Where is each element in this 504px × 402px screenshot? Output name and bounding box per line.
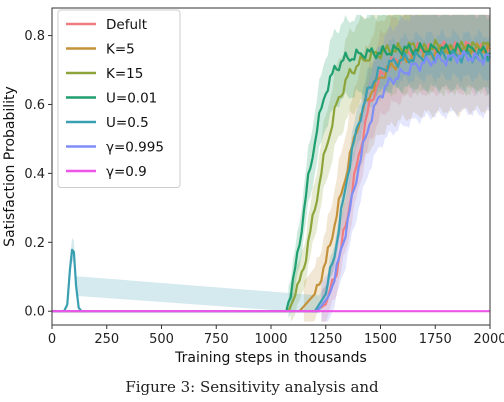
y-axis-label: Satisfaction Probability xyxy=(2,86,18,247)
band-k-5 xyxy=(303,14,490,322)
band--0-995 xyxy=(321,14,490,322)
x-tick-label: 1750 xyxy=(419,332,452,347)
series-lines xyxy=(52,38,492,313)
x-tick-label: 1250 xyxy=(309,332,342,347)
x-tick-label: 250 xyxy=(94,332,119,347)
y-tick-label: 0.6 xyxy=(24,98,45,113)
x-tick-label: 1000 xyxy=(254,332,287,347)
legend-entry: K=5 xyxy=(106,42,135,58)
figure-caption: Figure 3: Sensitivity analysis and xyxy=(125,378,379,396)
y-tick-label: 0.4 xyxy=(24,167,45,182)
legend-entry: γ=0.995 xyxy=(106,140,164,156)
x-tick-label: 750 xyxy=(204,332,229,347)
x-tick-label: 2000 xyxy=(473,332,504,347)
x-axis-label: Training steps in thousands xyxy=(174,350,367,366)
y-tick-label: 0.0 xyxy=(24,305,45,320)
x-tick-label: 0 xyxy=(48,332,56,347)
legend: Defult K=5 K=15 U=0.01 U=0.5 γ=0.995 γ=0.9 xyxy=(57,9,181,188)
y-axis-ticks: 0.0 0.2 0.4 0.6 0.8 xyxy=(24,29,52,320)
legend-entry: γ=0.9 xyxy=(106,164,147,180)
legend-entry: Defult xyxy=(106,17,147,33)
band-u-0-01 xyxy=(288,14,490,319)
x-axis-ticks: 0 250 500 750 1000 1250 1500 1750 2000 xyxy=(48,325,504,347)
x-tick-label: 1500 xyxy=(364,332,397,347)
y-tick-label: 0.2 xyxy=(24,236,45,251)
legend-entry: K=15 xyxy=(106,66,143,82)
x-tick-label: 500 xyxy=(149,332,174,347)
legend-entry: U=0.01 xyxy=(106,91,157,107)
legend-entry: U=0.5 xyxy=(106,115,149,131)
legend-box xyxy=(57,9,181,188)
band-k-15 xyxy=(290,14,490,322)
y-tick-label: 0.8 xyxy=(24,29,45,44)
line-chart: 0 250 500 750 1000 1250 1500 1750 2000 0.0 0.2 0.4… xyxy=(2,7,504,366)
band-defult xyxy=(321,14,490,322)
